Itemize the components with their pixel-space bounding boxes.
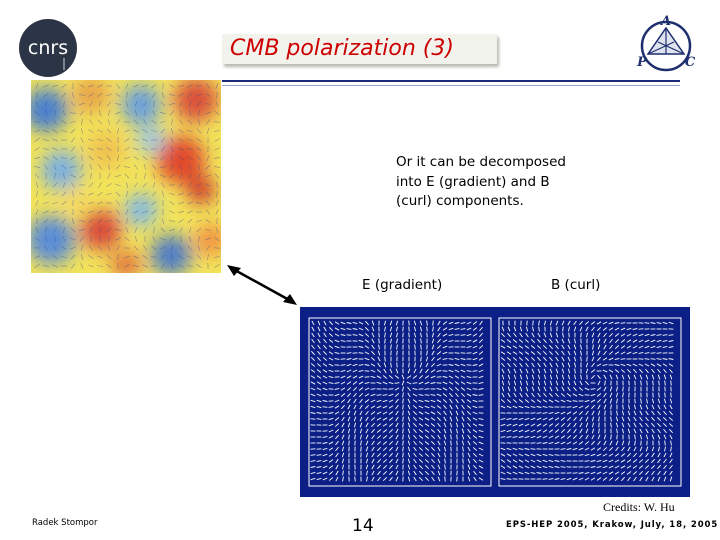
label-b-curl: B (curl) xyxy=(551,277,601,293)
slide-title: CMB polarization (3) xyxy=(230,36,454,61)
label-e-gradient: E (gradient) xyxy=(362,277,443,293)
description-text: Or it can be decomposed into E (gradient… xyxy=(396,153,636,212)
footer-event: EPS-HEP 2005, Krakow, July, 18, 2005 xyxy=(506,520,719,530)
polarization-map-image xyxy=(31,80,221,273)
svg-text:P: P xyxy=(636,55,648,70)
title-rule xyxy=(222,80,680,82)
page-number: 14 xyxy=(352,516,374,536)
footer-author: Radek Stompor xyxy=(32,518,98,528)
credits-text: Credits: W. Hu xyxy=(603,500,675,514)
e-b-field-maps-image xyxy=(300,307,690,497)
title-box: CMB polarization (3) xyxy=(222,34,497,64)
svg-text:C: C xyxy=(685,55,696,70)
description-line: into E (gradient) and B xyxy=(396,173,550,190)
title-rule-thin xyxy=(222,85,680,86)
svg-text:A: A xyxy=(659,14,671,29)
description-line: Or it can be decomposed xyxy=(396,154,566,170)
cnrs-logo-icon: cnrs xyxy=(19,19,77,77)
double-arrow-icon xyxy=(227,265,297,305)
description-line: (curl) components. xyxy=(396,193,524,209)
svg-text:cnrs: cnrs xyxy=(28,37,68,59)
apc-logo-icon: A P C xyxy=(636,14,696,72)
